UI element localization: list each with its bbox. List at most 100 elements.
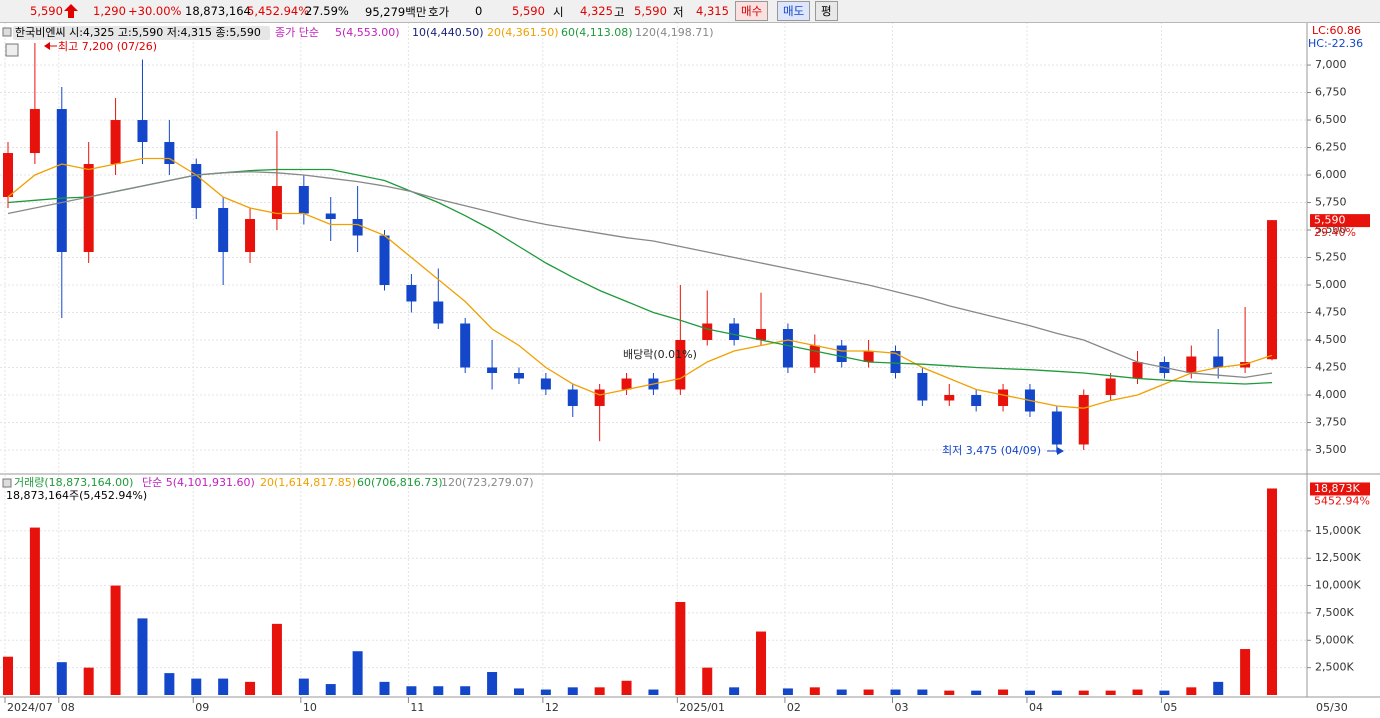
legend-entry: 단순 5(4,101,931.60) [142,476,255,489]
volume-bar [218,678,229,695]
change: 1,290 [93,4,126,18]
volume-bar [110,585,121,695]
icon[interactable] [2,27,12,37]
x-tick-label: 09 [195,701,209,714]
chart-bg [0,22,1380,718]
y-tick-label: 3,500 [1315,443,1347,456]
volume-bar [675,601,686,695]
volume-bar [83,667,94,695]
ma-prefix: 종가 단순 [275,26,319,39]
quote: 0 [475,4,483,18]
legend-entry: 20(1,614,817.85) [260,476,356,489]
up-arrow [64,4,78,18]
legend-entry: 20(4,361.50) [487,26,559,39]
turnover: 27.59% [305,4,349,18]
y-tick-label: 4,000 [1315,388,1347,401]
legend-entry: 120(723,279.07) [441,476,534,489]
y-tick-label: 4,250 [1315,360,1347,373]
x-tick-label: 2024/07 [7,701,53,714]
candle-body [487,367,498,373]
volume-bar [1159,690,1170,695]
y-tick-label: 15,000K [1315,524,1361,537]
x-tick-label: 12 [545,701,559,714]
candle-body [191,164,202,209]
volume-bar [971,690,982,695]
icon[interactable] [5,43,19,57]
volume-bar [433,686,444,695]
x-tick-label: 04 [1029,701,1043,714]
y-tick-label: 3,750 [1315,415,1347,428]
candle-body [56,109,67,253]
candle-body [298,186,309,214]
high-label: 고 [614,5,625,19]
volume-bar [271,623,282,695]
volume-bar [1024,690,1035,695]
x-tick-label: 02 [787,701,801,714]
candle-body [594,389,605,406]
candle-body [540,378,551,390]
candle-body [890,350,901,373]
candle-body [1267,220,1277,360]
candle-body [1186,356,1197,373]
volume-bar [56,662,67,695]
candle-body [83,164,94,253]
sell-button[interactable]: 매도 [777,1,811,21]
y-tick-label: 4,500 [1315,333,1347,346]
y-tick-label: 6,500 [1315,113,1347,126]
x-tick-label: 03 [894,701,908,714]
volume-bar [513,688,524,695]
candle-body [836,345,847,362]
y-tick-label: 5,250 [1315,251,1347,264]
candle-body [917,372,928,401]
last-value-box [1310,214,1370,228]
quote-label: 호가 [428,5,450,19]
open: 4,325 [580,4,613,18]
candle-body [3,153,13,198]
last-value-label: 5,590 [1314,214,1346,227]
volume-bar [863,689,874,695]
eval-button[interactable]: 평 [815,1,838,21]
volume-bar [998,689,1009,695]
x-end-label: 05/30 [1316,701,1348,714]
open-label: 시 [553,5,564,19]
last-change-label: 29.40% [1314,226,1356,239]
candle-body [110,120,121,165]
high: 5,590 [634,4,667,18]
quote-price: 5,590 [512,4,545,18]
volume-bar [1240,649,1251,695]
candle-body [406,285,417,302]
volume-bar [594,687,605,695]
candle-body [379,235,390,286]
volume-bar [702,667,713,695]
candle-body [621,378,632,390]
volume-bar [3,656,13,695]
last-change-label: 5452.94% [1314,494,1370,507]
volume-bar [836,689,847,695]
candle-body [702,323,713,340]
candle-body [729,323,740,340]
volume-bar [298,678,309,695]
candle-body [756,328,767,340]
last-value-box [1310,482,1370,496]
candle-body [1105,378,1116,395]
volume-pct: 5,452.94% [247,4,310,18]
volume-bar [1186,687,1197,695]
y-tick-label: 6,250 [1315,141,1347,154]
buy-button[interactable]: 매수 [735,1,769,21]
low: 4,315 [696,4,729,18]
legend-entry: 거래량(18,873,164.00) [14,476,133,489]
candle-body [675,339,686,390]
volume-bar [944,690,955,695]
legend-entry: 5(4,553.00) [335,26,400,39]
volume-bar [352,651,363,695]
amount: 95,279백만 [365,5,427,19]
candle-body [1132,361,1143,379]
icon[interactable] [2,478,12,488]
y-tick-label: 5,750 [1315,196,1347,209]
y-tick-label: 12,500K [1315,551,1361,564]
volume-bar [917,689,928,695]
candle-body [433,301,444,324]
volume-bar [245,681,256,695]
